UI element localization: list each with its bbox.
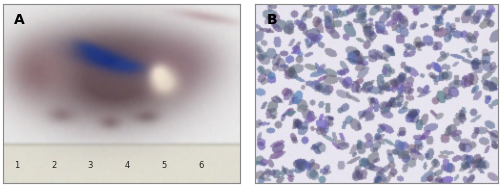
Text: 6: 6: [198, 161, 203, 170]
Text: 5: 5: [162, 161, 166, 170]
Text: 1: 1: [14, 161, 20, 170]
Text: 2: 2: [51, 161, 56, 170]
Text: B: B: [267, 13, 278, 27]
Text: A: A: [14, 13, 25, 27]
Text: 4: 4: [124, 161, 130, 170]
Text: 3: 3: [88, 161, 93, 170]
